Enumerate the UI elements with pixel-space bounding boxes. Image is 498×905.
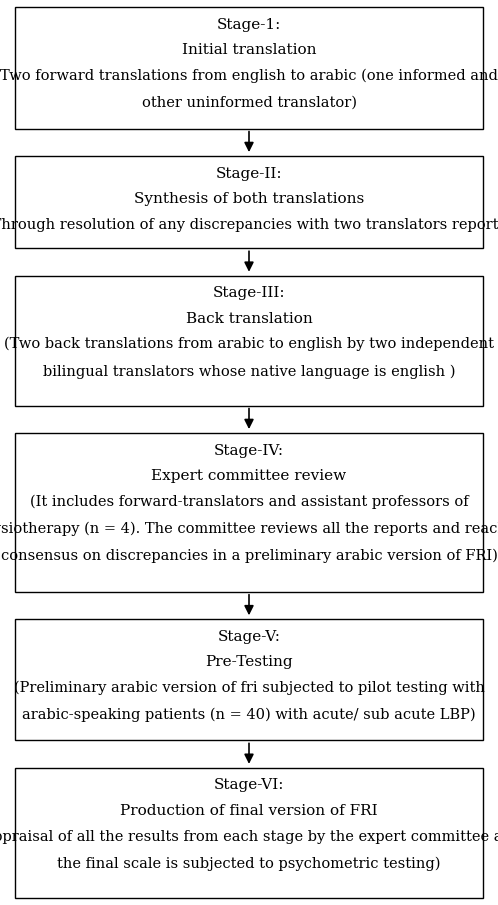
Text: Two forward translations from english to arabic (one informed and: Two forward translations from english to… — [0, 69, 498, 83]
Text: consensus on discrepancies in a preliminary arabic version of FRI): consensus on discrepancies in a prelimin… — [0, 548, 498, 563]
Text: Production of final version of FRI: Production of final version of FRI — [120, 804, 378, 818]
Text: (Through resolution of any discrepancies with two translators reports): (Through resolution of any discrepancies… — [0, 217, 498, 232]
Text: (Appraisal of all the results from each stage by the expert committee and: (Appraisal of all the results from each … — [0, 829, 498, 843]
Text: other uninformed translator): other uninformed translator) — [141, 96, 357, 110]
Text: Synthesis of both translations: Synthesis of both translations — [134, 192, 364, 206]
Bar — [15, 619, 483, 740]
Text: physiotherapy (n = 4). The committee reviews all the reports and reaches: physiotherapy (n = 4). The committee rev… — [0, 521, 498, 536]
Text: Stage-II:: Stage-II: — [216, 167, 282, 181]
Text: (It includes forward-translators and assistant professors of: (It includes forward-translators and ass… — [30, 494, 468, 509]
Text: Initial translation: Initial translation — [182, 43, 316, 57]
Bar — [15, 767, 483, 898]
Text: arabic-speaking patients (n = 40) with acute/ sub acute LBP): arabic-speaking patients (n = 40) with a… — [22, 708, 476, 722]
Text: the final scale is subjected to psychometric testing): the final scale is subjected to psychome… — [57, 856, 441, 871]
Bar — [15, 156, 483, 248]
Text: (Preliminary arabic version of fri subjected to pilot testing with: (Preliminary arabic version of fri subje… — [13, 681, 485, 695]
Text: bilingual translators whose native language is english ): bilingual translators whose native langu… — [43, 364, 455, 378]
Bar — [15, 275, 483, 405]
Bar — [15, 7, 483, 129]
Text: Stage-IV:: Stage-IV: — [214, 443, 284, 458]
Text: Stage-1:: Stage-1: — [217, 18, 281, 32]
Text: Stage-VI:: Stage-VI: — [214, 778, 284, 793]
Text: Back translation: Back translation — [186, 311, 312, 326]
Text: (Two back translations from arabic to english by two independent: (Two back translations from arabic to en… — [4, 337, 494, 351]
Text: Expert committee review: Expert committee review — [151, 469, 347, 483]
Text: Stage-III:: Stage-III: — [213, 286, 285, 300]
Text: Stage-V:: Stage-V: — [218, 630, 280, 643]
Text: Pre-Testing: Pre-Testing — [205, 655, 293, 669]
Bar — [15, 433, 483, 592]
